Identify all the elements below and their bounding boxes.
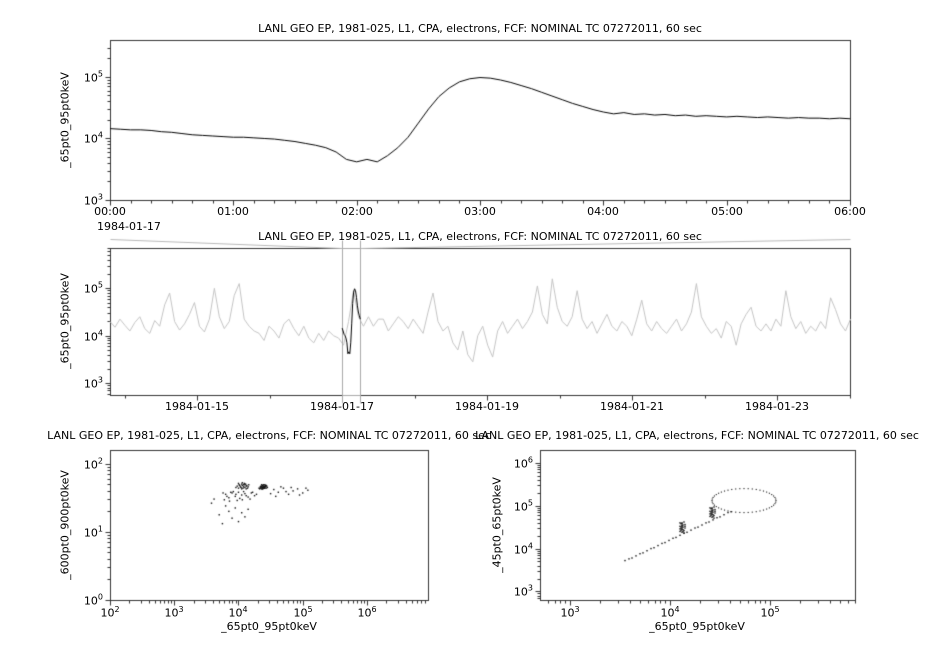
panel3-y-axis-label: _600pt0_900pt0keV: [58, 470, 72, 580]
panel3-title: LANL GEO EP, 1981-025, L1, CPA, electron…: [47, 429, 491, 442]
panel1-y-tick-1e3: 103: [83, 192, 103, 208]
panel1-title: LANL GEO EP, 1981-025, L1, CPA, electron…: [258, 22, 702, 35]
panel1-x-tick-06:00: 06:00: [834, 205, 866, 218]
panel4-x-tick-1e4: 104: [660, 605, 680, 620]
panel4-x-tick-1e3: 103: [560, 605, 580, 620]
panel3-plot-area[interactable]: [110, 450, 428, 600]
panel4-y-tick-1e6: 106: [513, 455, 533, 471]
panel4-x-tick-1e5: 105: [760, 605, 780, 620]
panel1-plot-area[interactable]: [110, 40, 850, 200]
panel4-x-axis-label: _65pt0_95pt0keV: [649, 620, 745, 633]
panel3-x-tick-1e2: 102: [100, 605, 120, 620]
panel2-y-axis-label: _65pt0_95pt0keV: [58, 273, 72, 369]
panel1-y-tick-1e4: 104: [83, 130, 103, 146]
panel1-x-tick-01:00: 01:00: [217, 205, 249, 218]
panel4-y-tick-1e5: 105: [513, 498, 533, 514]
panel2-plot-area[interactable]: [110, 248, 850, 395]
panel3-y-tick-1e1: 101: [83, 524, 103, 540]
panel4-title: LANL GEO EP, 1981-025, L1, CPA, electron…: [475, 429, 919, 442]
panel3-x-tick-1e5: 105: [293, 605, 313, 620]
panel2-x-tick-1984-01-17: 1984-01-17: [310, 400, 374, 413]
panel2-y-tick-1e5: 105: [83, 280, 103, 296]
panel2-x-tick-1984-01-21: 1984-01-21: [600, 400, 664, 413]
panel1-x-tick-05:00: 05:00: [711, 205, 743, 218]
panel4-y-tick-1e4: 104: [513, 541, 533, 557]
panel1-x-tick-00:00: 00:00: [94, 205, 126, 218]
panel3-y-tick-1e2: 102: [83, 456, 103, 472]
panel1-x-tick-02:00: 02:00: [341, 205, 373, 218]
panel4-y-axis-label: _45pt0_65pt0keV: [490, 477, 504, 573]
panel3-x-tick-1e6: 106: [357, 605, 377, 620]
panel2-y-tick-1e3: 103: [83, 375, 103, 391]
panel2-y-tick-1e4: 104: [83, 328, 103, 344]
panel2-x-tick-1984-01-23: 1984-01-23: [745, 400, 809, 413]
panel1-x-tick-04:00: 04:00: [587, 205, 619, 218]
panel4-plot-area[interactable]: [540, 450, 855, 600]
selection-box[interactable]: [342, 248, 360, 395]
panel1-y-axis-label: _65pt0_95pt0keV: [58, 72, 72, 168]
panel2-title: LANL GEO EP, 1981-025, L1, CPA, electron…: [258, 230, 702, 243]
panel3-x-tick-1e4: 104: [228, 605, 248, 620]
panel4-y-tick-1e3: 103: [513, 583, 533, 599]
panel1-y-tick-1e5: 105: [83, 69, 103, 85]
panel1-date-label: 1984-01-17: [97, 220, 161, 233]
panel3-y-tick-1e0: 100: [83, 592, 103, 608]
panel3-x-tick-1e3: 103: [164, 605, 184, 620]
panel2-x-tick-1984-01-15: 1984-01-15: [165, 400, 229, 413]
panel1-x-tick-03:00: 03:00: [464, 205, 496, 218]
panel2-x-tick-1984-01-19: 1984-01-19: [455, 400, 519, 413]
panel3-x-axis-label: _65pt0_95pt0keV: [221, 620, 317, 633]
